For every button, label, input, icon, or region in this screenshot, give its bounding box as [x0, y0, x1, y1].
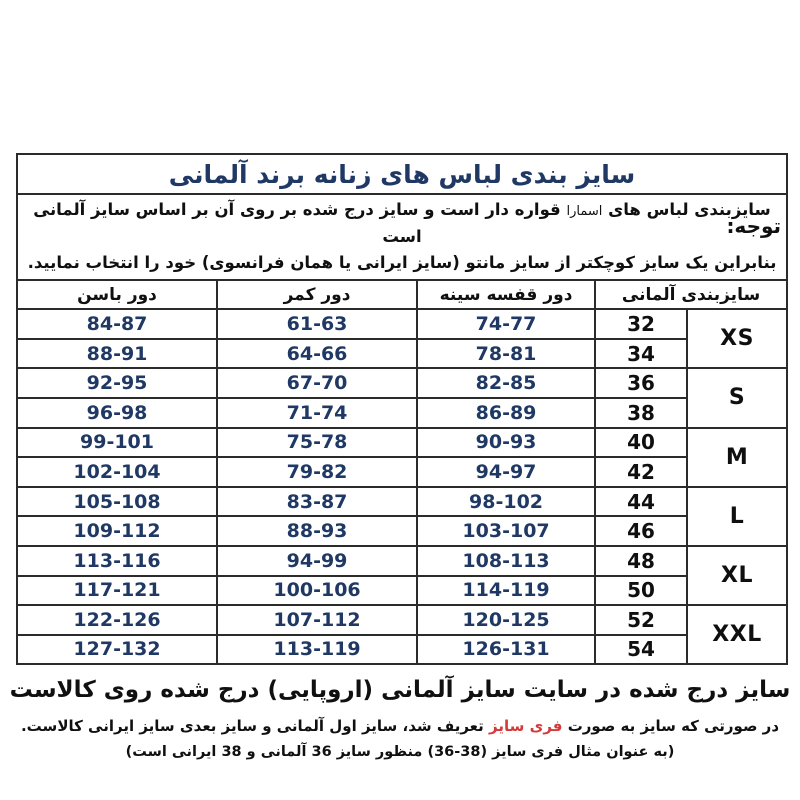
hip-cell: 99-101	[15, 426, 219, 459]
table-row: 38 86-89 71-74 96-98	[15, 396, 787, 429]
german-size-cell: 34	[594, 337, 689, 370]
german-size-cell: 36	[594, 367, 689, 399]
table-row: XL 48 108-113 94-99 113-116	[15, 544, 789, 607]
note-label: توجه:	[726, 214, 782, 238]
table-row: M 40 90-93 75-78 99-101	[15, 426, 789, 488]
german-size-cell: 40	[594, 426, 689, 459]
table-header-row: سایزبندی آلمانی دور قفسه سینه دور کمر دو…	[15, 279, 789, 311]
german-size-cell: 48	[594, 544, 689, 577]
page-title: سایز بندی لباس های زنانه برند آلمانی	[15, 153, 789, 195]
note-row: توجه: سایزبندی لباس های اسمارا قواره دار…	[15, 192, 789, 282]
waist-cell: 79-82	[216, 456, 419, 488]
hip-cell: 109-112	[15, 515, 219, 547]
waist-cell: 83-87	[216, 485, 419, 518]
table-row: 34 78-81 64-66 88-91	[15, 337, 787, 370]
size-letter-cell: XS	[686, 308, 789, 370]
table-row: L 44 98-102 83-87 105-108	[15, 485, 789, 547]
hip-cell: 84-87	[15, 308, 219, 340]
waist-cell: 113-119	[216, 633, 419, 666]
german-size-cell: 32	[594, 308, 689, 340]
note-line-2: بنابراین یک سایز کوچکتر از سایز مانتو (س…	[27, 253, 777, 273]
hip-cell: 88-91	[15, 337, 219, 370]
chest-cell: 74-77	[416, 308, 597, 340]
table-row: XS 32 74-77 61-63 84-87	[15, 308, 789, 370]
german-size-cell: 38	[594, 396, 689, 429]
german-size-cell: 44	[594, 485, 689, 518]
hip-cell: 92-95	[15, 367, 219, 399]
size-letter-cell: XL	[686, 544, 789, 607]
header-hip: دور باسن	[15, 279, 219, 311]
table-row: 50 114-119 100-106 117-121	[15, 574, 787, 607]
hip-cell: 122-126	[15, 604, 219, 636]
size-letter-cell: M	[686, 426, 789, 488]
footer: سایز درج شده در سایت سایز آلمانی (اروپای…	[0, 645, 800, 760]
size-chart-table: سایز بندی لباس های زنانه برند آلمانی توج…	[15, 153, 789, 666]
table-row: 42 94-97 79-82 102-104	[15, 456, 787, 488]
german-size-cell: 42	[594, 456, 689, 488]
hip-cell: 105-108	[15, 485, 219, 518]
waist-cell: 61-63	[216, 308, 419, 340]
waist-cell: 67-70	[216, 367, 419, 399]
hip-cell: 102-104	[15, 456, 219, 488]
chest-cell: 108-113	[416, 544, 597, 577]
note-line-1: سایزبندی لباس های اسمارا قواره دار است و…	[33, 200, 771, 246]
chest-cell: 78-81	[416, 337, 597, 370]
size-letter-cell: XXL	[686, 604, 789, 666]
footer-line-3: (به عنوان مثال فری سایز (38-36) منظور سا…	[125, 744, 675, 761]
brand-name: اسمارا	[566, 204, 603, 219]
waist-cell: 64-66	[216, 337, 419, 370]
chest-cell: 82-85	[416, 367, 597, 399]
waist-cell: 75-78	[216, 426, 419, 459]
chest-cell: 120-125	[416, 604, 597, 636]
german-size-cell: 54	[594, 633, 689, 666]
chest-cell: 103-107	[416, 515, 597, 547]
footer-line-2: در صورتی که سایز به صورت فری سایز تعریف …	[20, 717, 780, 736]
table-row: 46 103-107 88-93 109-112	[15, 515, 787, 547]
hip-cell: 117-121	[15, 574, 219, 607]
german-size-cell: 50	[594, 574, 689, 607]
table-row: 54 126-131 113-119 127-132	[15, 633, 787, 666]
header-waist: دور کمر	[216, 279, 419, 311]
header-chest: دور قفسه سینه	[416, 279, 597, 311]
footer-line-1: سایز درج شده در سایت سایز آلمانی (اروپای…	[9, 677, 791, 703]
chest-cell: 98-102	[416, 485, 597, 518]
chest-cell: 114-119	[416, 574, 597, 607]
waist-cell: 88-93	[216, 515, 419, 547]
size-letter-cell: S	[686, 367, 789, 429]
hip-cell: 127-132	[15, 633, 219, 666]
chest-cell: 126-131	[416, 633, 597, 666]
chest-cell: 94-97	[416, 456, 597, 488]
german-size-cell: 46	[594, 515, 689, 547]
chest-cell: 90-93	[416, 426, 597, 459]
table-row: S 36 82-85 67-70 92-95	[15, 367, 789, 429]
waist-cell: 71-74	[216, 396, 419, 429]
chest-cell: 86-89	[416, 396, 597, 429]
waist-cell: 94-99	[216, 544, 419, 577]
waist-cell: 107-112	[216, 604, 419, 636]
waist-cell: 100-106	[216, 574, 419, 607]
title-row: سایز بندی لباس های زنانه برند آلمانی	[15, 153, 789, 195]
german-size-cell: 52	[594, 604, 689, 636]
size-letter-cell: L	[686, 485, 789, 547]
header-german-size: سایزبندی آلمانی	[594, 279, 789, 311]
table-row: XXL 52 120-125 107-112 122-126	[15, 604, 789, 666]
hip-cell: 96-98	[15, 396, 219, 429]
free-size-highlight: فری سایز	[489, 717, 563, 736]
hip-cell: 113-116	[15, 544, 219, 577]
